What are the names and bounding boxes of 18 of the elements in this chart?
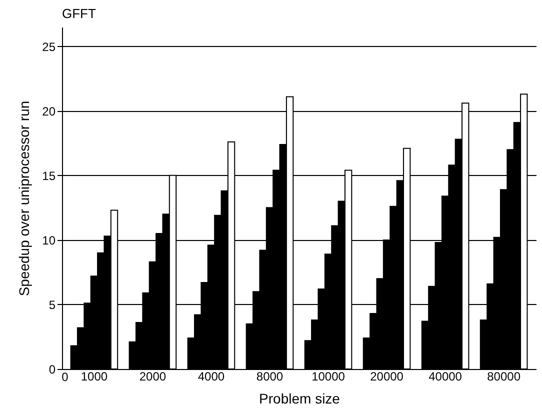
x-tick-label: 2000 [139, 370, 166, 384]
x-tick-label: 80000 [487, 370, 521, 384]
x-axis-title: Problem size [259, 390, 340, 406]
x-tick-label: 40000 [428, 370, 462, 384]
text: 0 [62, 370, 69, 384]
y-tick-label: 20 [42, 104, 56, 118]
y-tick-label: 15 [42, 168, 56, 183]
x-tick-label: 1000 [80, 370, 108, 384]
x-tick-label: 8000 [256, 370, 284, 384]
x-tick-label: 10000 [312, 370, 346, 384]
chart-title: GFFT [62, 6, 96, 21]
y-tick-label: 10 [42, 233, 56, 248]
x-tick-label: 4000 [198, 370, 225, 384]
y-tick-label: 25 [42, 40, 56, 54]
y-tick-label: 5 [48, 298, 56, 312]
x-tick-label: 20000 [370, 370, 404, 384]
y-axis-title: Speedup over uniprocessor run [16, 100, 32, 296]
y-tick-label: 0 [48, 362, 56, 376]
